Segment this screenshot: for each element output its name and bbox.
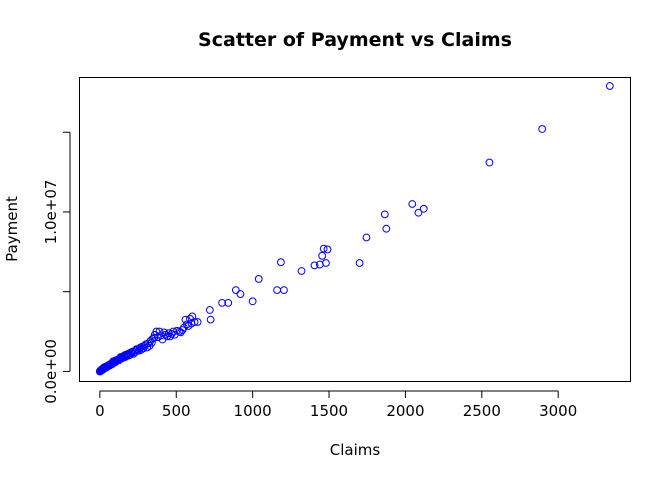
- data-point: [323, 245, 332, 254]
- data-point: [166, 332, 175, 341]
- data-point: [119, 352, 128, 361]
- data-point: [206, 315, 215, 324]
- x-axis-label: Claims: [330, 441, 381, 459]
- data-point: [148, 334, 157, 343]
- data-point: [205, 306, 214, 314]
- data-point: [183, 320, 191, 329]
- data-point: [419, 204, 428, 213]
- data-point: [231, 286, 240, 295]
- plot-frame: [79, 77, 631, 382]
- data-point: [181, 315, 190, 324]
- x-tick-label: 3000: [539, 402, 577, 420]
- data-point: [273, 286, 281, 295]
- data-point: [277, 258, 285, 267]
- x-tick-label: 1000: [234, 402, 272, 420]
- x-tick-label: 0: [95, 402, 105, 420]
- data-point: [173, 326, 181, 335]
- data-point: [140, 342, 149, 350]
- data-point: [362, 233, 371, 242]
- data-point: [131, 346, 140, 355]
- data-point: [218, 298, 226, 307]
- data-point: [408, 200, 417, 208]
- data-point: [107, 359, 116, 368]
- data-point: [109, 357, 118, 366]
- data-point: [184, 322, 193, 330]
- data-point: [280, 286, 288, 295]
- data-point: [110, 358, 119, 367]
- y-axis: 0.0e+00 1.0e+07: [42, 131, 71, 404]
- y-tick-label: 1.0e+07: [42, 180, 60, 245]
- data-points: [95, 82, 614, 376]
- x-tick-label: 500: [162, 402, 191, 420]
- data-point: [144, 339, 152, 348]
- data-point: [146, 337, 155, 346]
- data-point: [318, 251, 327, 260]
- data-point: [605, 82, 614, 90]
- data-point: [297, 267, 306, 275]
- data-point: [190, 318, 199, 326]
- x-tick-label: 2500: [463, 402, 501, 420]
- data-point: [127, 348, 136, 357]
- x-tick-label: 1500: [310, 402, 348, 420]
- data-point: [254, 275, 263, 283]
- y-tick-label: 0.0e+00: [42, 339, 60, 404]
- data-point: [355, 259, 364, 267]
- data-point: [224, 298, 233, 307]
- data-point: [248, 297, 257, 306]
- data-point: [98, 365, 107, 373]
- x-tick-label: 2000: [386, 402, 424, 420]
- data-point: [382, 224, 391, 233]
- data-point: [485, 158, 494, 167]
- data-point: [538, 125, 547, 133]
- data-point: [310, 261, 319, 270]
- chart-title: Scatter of Payment vs Claims: [198, 29, 512, 51]
- x-axis: 0 500 1000 1500 2000 2500 3000: [95, 390, 577, 420]
- data-point: [154, 333, 162, 342]
- data-point: [236, 290, 245, 298]
- data-point: [315, 260, 324, 269]
- y-axis-label: Payment: [3, 196, 21, 262]
- data-point: [380, 210, 389, 219]
- data-point: [414, 208, 423, 217]
- data-point: [319, 244, 328, 253]
